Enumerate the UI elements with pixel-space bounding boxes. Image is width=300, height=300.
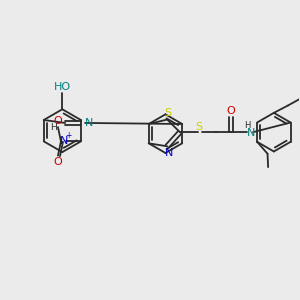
Text: O: O — [53, 116, 62, 126]
Text: S: S — [164, 108, 172, 118]
Text: HO: HO — [54, 82, 71, 92]
Text: H: H — [50, 123, 56, 132]
Text: N: N — [60, 136, 68, 146]
Text: N: N — [164, 148, 173, 158]
Text: O: O — [227, 106, 236, 116]
Text: O: O — [53, 157, 62, 167]
Text: N: N — [247, 128, 255, 138]
Text: N: N — [85, 118, 93, 128]
Text: S: S — [195, 122, 203, 132]
Text: H: H — [244, 121, 250, 130]
Text: +: + — [65, 131, 71, 140]
